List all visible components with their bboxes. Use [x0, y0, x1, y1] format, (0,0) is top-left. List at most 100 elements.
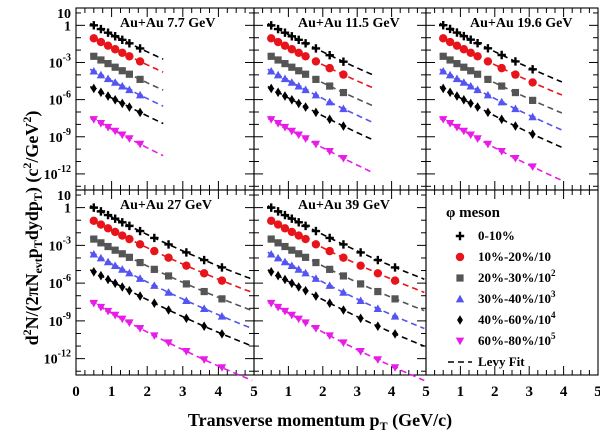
series-2: [439, 34, 563, 96]
y-title-evt: evt: [31, 258, 45, 273]
data-point: [373, 304, 383, 312]
legend-fit-label: Levy Fit: [478, 354, 525, 369]
data-point: [439, 34, 448, 43]
data-point: [339, 88, 348, 97]
panel-frame: [253, 7, 427, 191]
data-point: [311, 90, 321, 99]
data-point: [301, 52, 310, 61]
data-point: [126, 285, 133, 296]
data-point: [280, 224, 290, 233]
data-point: [110, 127, 120, 136]
data-point: [118, 231, 127, 240]
data-point: [125, 70, 133, 78]
data-point: [150, 332, 159, 340]
data-point: [267, 299, 276, 308]
x-tick-label: 5: [594, 384, 600, 400]
data-point: [182, 261, 191, 270]
data-point: [325, 97, 334, 106]
data-point: [460, 94, 467, 105]
data-point: [302, 102, 309, 112]
data-point: [182, 248, 191, 257]
y-title-sup2: 2: [20, 329, 34, 335]
data-point: [282, 91, 288, 101]
data-point: [164, 288, 173, 296]
data-point: [273, 303, 283, 312]
data-point: [498, 114, 505, 125]
data-point: [311, 140, 321, 149]
data-point: [105, 274, 111, 285]
data-point: [484, 75, 492, 83]
data-point: [217, 364, 227, 372]
data-point: [267, 66, 276, 75]
data-point: [280, 123, 290, 132]
data-point: [89, 299, 98, 308]
y-title-d: d: [22, 335, 42, 345]
data-point: [325, 63, 334, 73]
data-point: [439, 52, 447, 60]
data-point: [165, 305, 172, 315]
data-point: [295, 250, 303, 258]
data-point: [267, 52, 275, 60]
data-point: [281, 242, 289, 251]
series-3: [267, 235, 425, 312]
data-point: [498, 82, 506, 90]
y-title-close: ): [22, 187, 43, 193]
data-point: [111, 63, 119, 71]
data-point: [125, 253, 133, 261]
data-point: [511, 70, 520, 79]
series-1: [439, 21, 563, 83]
data-point: [445, 120, 455, 128]
data-point: [287, 227, 297, 237]
data-point: [391, 295, 399, 303]
data-point: [288, 94, 295, 105]
data-point: [103, 74, 113, 83]
panel-frame: [425, 7, 599, 191]
data-point: [135, 226, 145, 236]
data-point: [201, 321, 208, 332]
data-point: [295, 98, 302, 109]
data-point: [110, 227, 120, 237]
data-point: [459, 31, 469, 41]
y-axis-title: d2N/(2πNevtpTdydpT) (c2/GeV2): [20, 111, 45, 346]
data-point: [467, 98, 474, 109]
y-title-dydp: dydp: [22, 201, 42, 240]
data-point: [282, 274, 288, 285]
data-point: [110, 214, 120, 223]
data-point: [118, 35, 127, 44]
data-point: [511, 104, 520, 113]
data-point: [325, 332, 334, 340]
x-axis-title: Transverse momentum pT (GeV/c): [188, 410, 452, 433]
data-point: [135, 240, 145, 249]
data-point: [439, 116, 448, 124]
data-point: [118, 67, 126, 75]
y-tick-label: 10: [57, 189, 71, 204]
series-4: [89, 66, 164, 107]
data-point: [325, 147, 334, 156]
data-point: [325, 50, 334, 60]
panels-layer: Au+Au 7.7 GeV Au+Au 11.5 GeV Au+Au 19.6 Ge…: [75, 7, 599, 382]
data-point: [466, 131, 475, 140]
data-point: [199, 356, 209, 364]
data-point: [512, 121, 519, 131]
data-point: [326, 265, 334, 273]
data-point: [110, 311, 120, 320]
data-point: [96, 207, 106, 216]
y-tick-label: 10-12: [44, 349, 71, 368]
data-point: [280, 28, 290, 37]
data-point: [440, 83, 447, 94]
data-point: [452, 123, 462, 132]
series-5: [89, 83, 164, 125]
data-point: [118, 81, 127, 90]
data-point: [104, 60, 112, 68]
panel-4: Au+Au 27 GeV: [75, 189, 255, 382]
data-point: [280, 74, 290, 83]
data-point: [294, 35, 303, 45]
data-point: [135, 57, 145, 66]
series-5: [267, 267, 425, 347]
data-point: [273, 24, 283, 34]
data-point: [302, 285, 309, 296]
data-point: [326, 298, 333, 308]
data-point: [339, 253, 348, 262]
data-point: [164, 240, 173, 249]
data-point: [90, 52, 98, 60]
